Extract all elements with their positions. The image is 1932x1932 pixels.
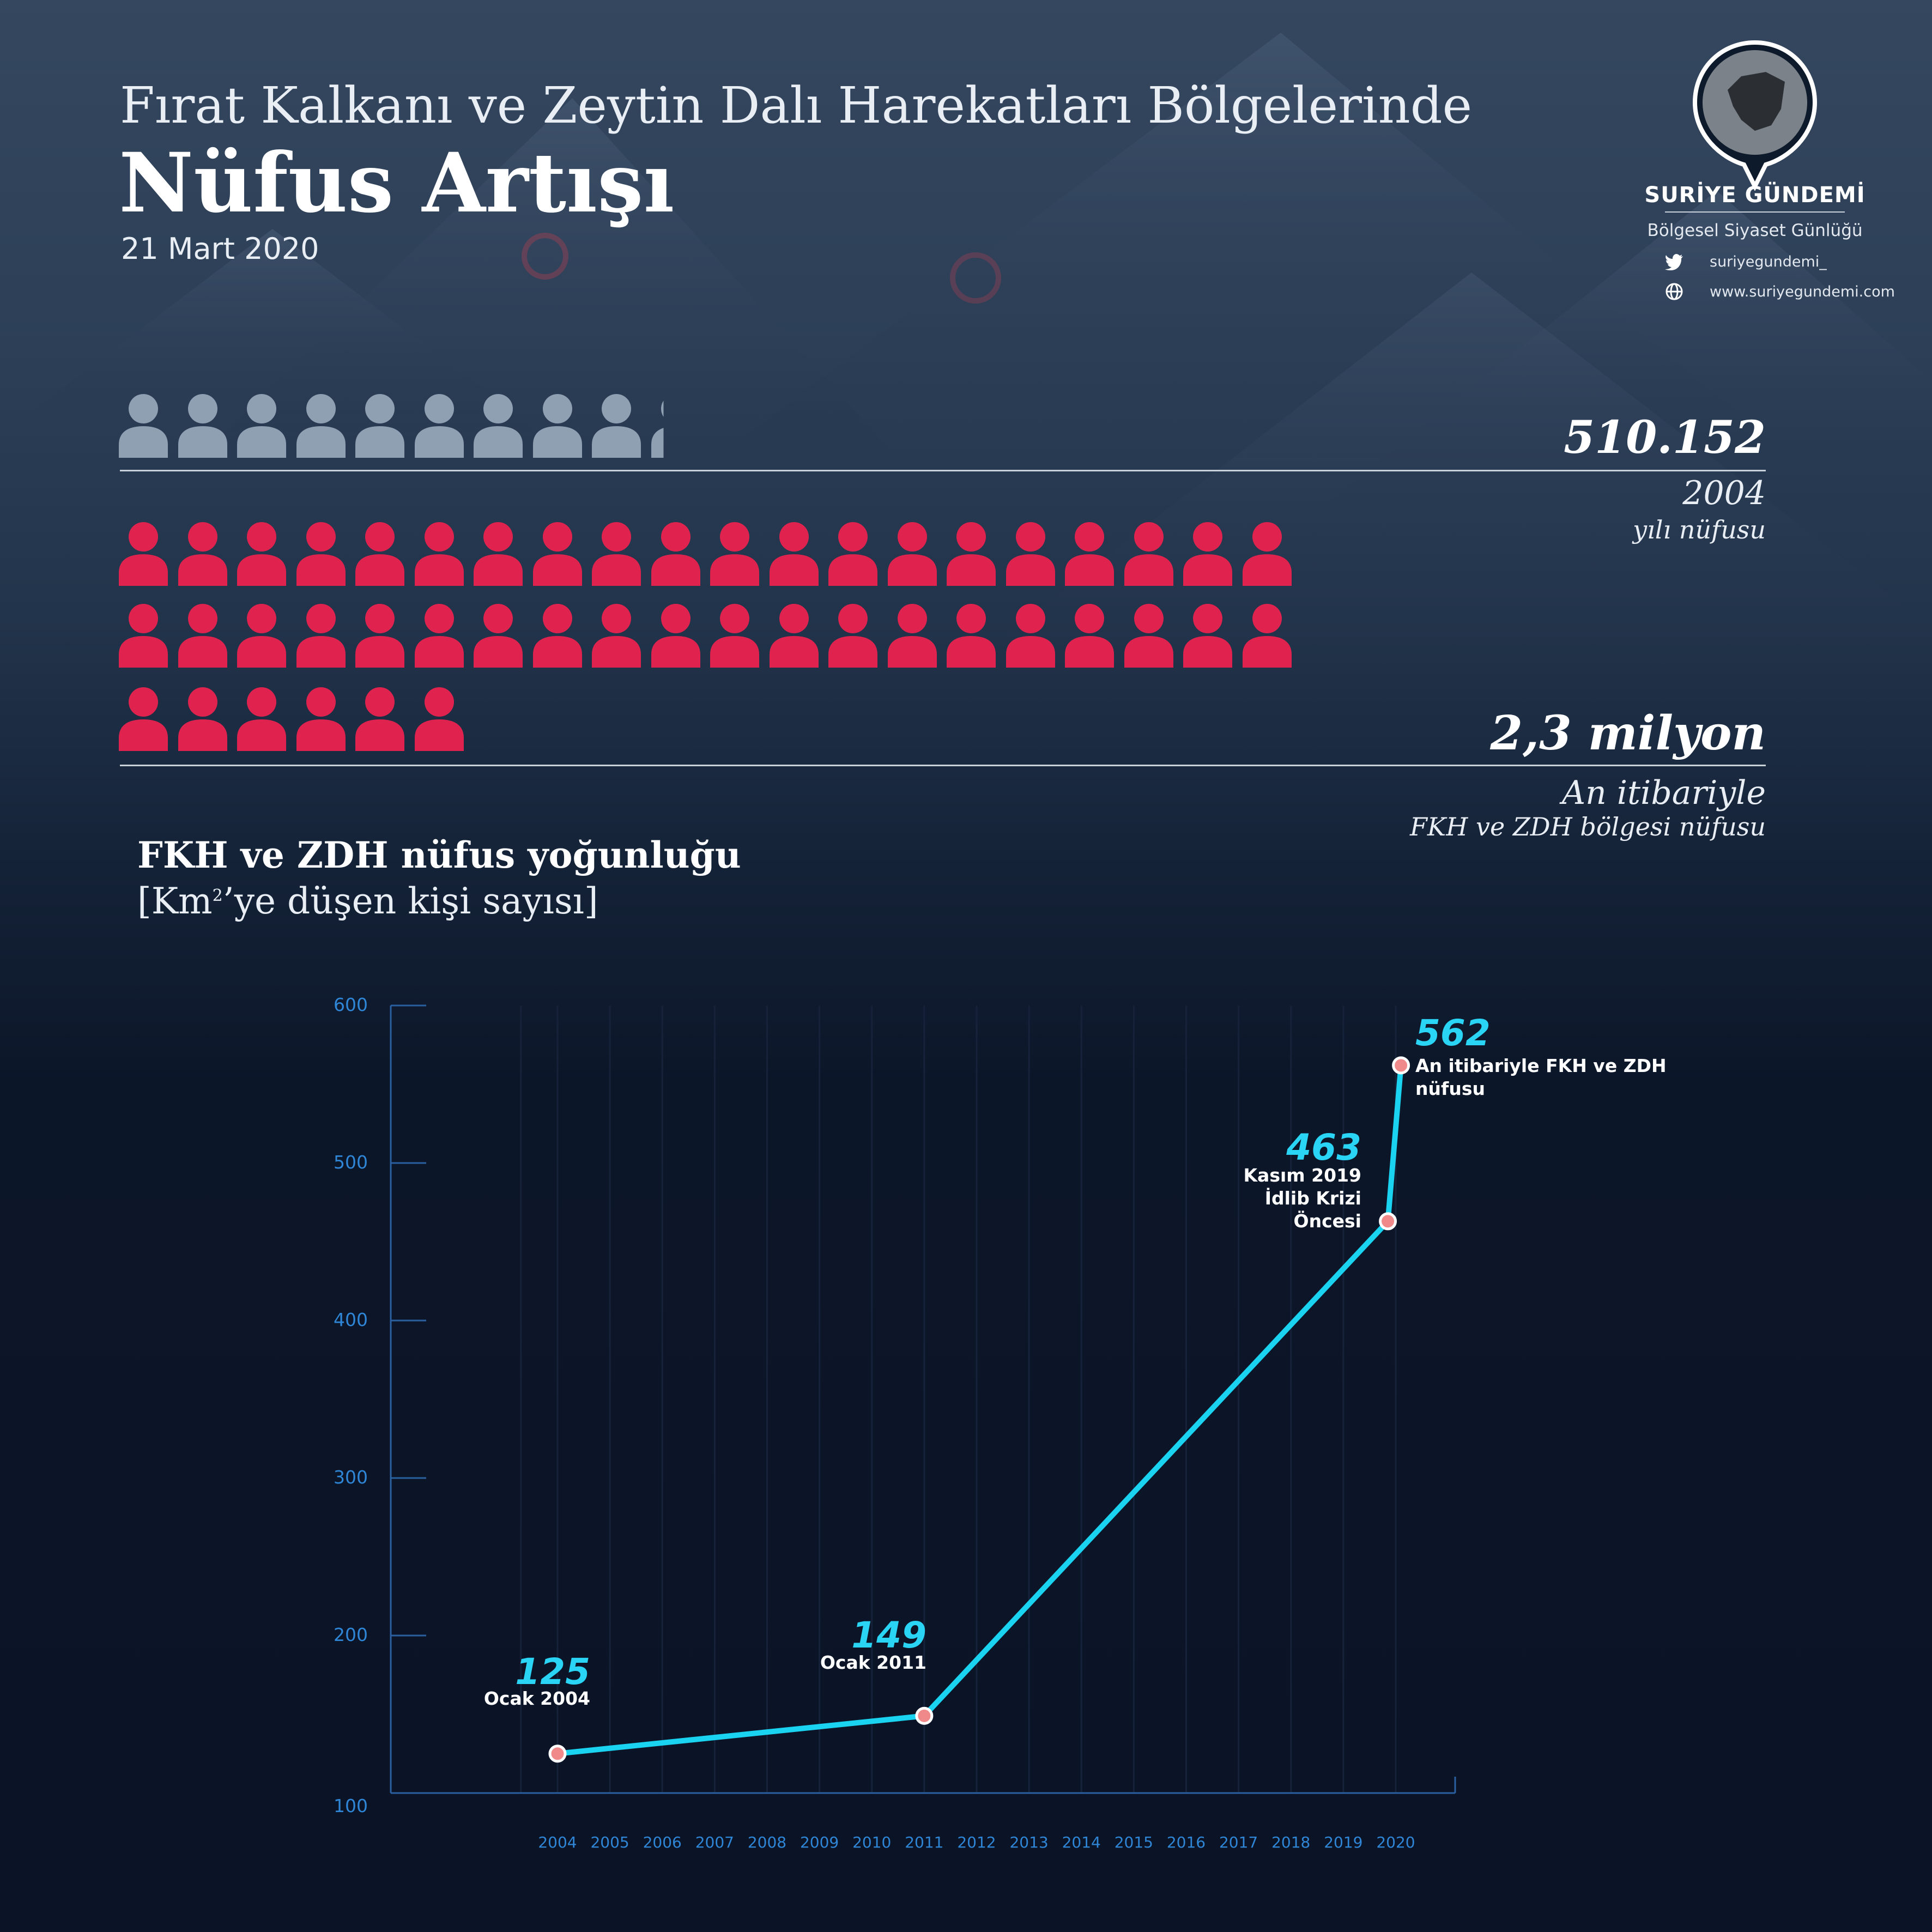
- person-icon: [1242, 602, 1302, 668]
- brand-name: SURİYE GÜNDEMİ: [1644, 183, 1866, 208]
- population-2004-caption: yılı nüfusu: [1633, 515, 1766, 544]
- person-icon: [1183, 520, 1243, 586]
- population-2004-year: 2004: [1682, 474, 1766, 512]
- person-icon: [1065, 520, 1124, 586]
- person-icon: [710, 602, 770, 668]
- divider-2004: [120, 470, 1766, 471]
- population-now-caption-2: FKH ve ZDH bölgesi nüfusu: [1409, 812, 1766, 841]
- person-icon: [296, 392, 356, 458]
- twitter-handle: suriyegundemi_: [1710, 253, 1827, 270]
- brand-tagline: Bölgesel Siyaset Günlüğü: [1647, 221, 1863, 240]
- person-icon: [178, 686, 238, 751]
- person-icon: [119, 392, 178, 458]
- website-link[interactable]: www.suriyegundemi.com: [1665, 282, 1895, 301]
- person-icon: [769, 602, 829, 668]
- people-row: [119, 602, 1301, 668]
- person-icon: [414, 392, 474, 458]
- person-icon: [769, 520, 829, 586]
- website-url: www.suriyegundemi.com: [1710, 283, 1895, 300]
- date: 21 Mart 2020: [121, 232, 319, 266]
- person-icon: [532, 602, 592, 668]
- person-icon: [178, 602, 238, 668]
- person-icon: [592, 392, 651, 458]
- chart-subtitle: [Km2’ye düşen kişi sayısı]: [137, 880, 598, 922]
- person-icon: [237, 520, 296, 586]
- person-icon: [651, 392, 711, 458]
- person-icon: [651, 520, 711, 586]
- person-icon: [1124, 602, 1184, 668]
- person-icon: [1242, 520, 1302, 586]
- person-icon: [119, 686, 178, 751]
- person-icon: [592, 520, 651, 586]
- person-icon: [828, 602, 888, 668]
- person-icon: [355, 602, 415, 668]
- people-row: [119, 520, 1301, 586]
- person-icon: [1006, 602, 1065, 668]
- person-icon: [887, 602, 947, 668]
- chart-subtitle-post: ’ye düşen kişi sayısı]: [222, 880, 598, 922]
- person-icon: [474, 392, 533, 458]
- globe-icon: [1665, 283, 1683, 300]
- person-icon: [119, 520, 178, 586]
- person-icon: [532, 392, 592, 458]
- page-title: Nüfus Artışı: [119, 135, 675, 231]
- person-icon: [178, 392, 238, 458]
- person-icon: [828, 520, 888, 586]
- tent-camp-background: [0, 33, 1932, 708]
- person-icon: [237, 686, 296, 751]
- person-icon: [414, 686, 474, 751]
- person-icon: [1183, 602, 1243, 668]
- divider-now: [120, 765, 1766, 766]
- person-icon: [414, 520, 474, 586]
- person-icon: [474, 602, 533, 668]
- person-icon: [355, 686, 415, 751]
- population-now-value: 2,3 milyon: [1490, 706, 1766, 761]
- person-icon: [532, 520, 592, 586]
- person-icon: [355, 520, 415, 586]
- population-now-caption-1: An itibariyle: [1561, 774, 1766, 812]
- chart-subtitle-pre: [Km: [137, 880, 213, 922]
- person-icon: [296, 686, 356, 751]
- person-icon: [178, 520, 238, 586]
- people-row: [119, 392, 710, 458]
- person-icon: [1006, 520, 1065, 586]
- map-pin-logo-icon: [1692, 40, 1818, 191]
- person-icon: [1124, 520, 1184, 586]
- person-icon: [947, 520, 1006, 586]
- chart-subtitle-sup: 2: [212, 886, 223, 905]
- people-row: [119, 686, 474, 751]
- chart-title: FKH ve ZDH nüfus yoğunluğu: [137, 834, 741, 876]
- person-icon: [1065, 602, 1124, 668]
- person-icon: [355, 392, 415, 458]
- person-icon: [710, 520, 770, 586]
- twitter-link[interactable]: suriyegundemi_: [1665, 253, 1827, 270]
- person-icon: [651, 602, 711, 668]
- twitter-icon: [1665, 253, 1683, 270]
- brand-divider: [1665, 211, 1845, 213]
- person-icon: [887, 520, 947, 586]
- population-2004-value: 510.152: [1564, 411, 1766, 464]
- person-icon: [296, 602, 356, 668]
- person-icon: [237, 392, 296, 458]
- person-icon: [947, 602, 1006, 668]
- person-icon: [119, 602, 178, 668]
- person-icon: [414, 602, 474, 668]
- person-icon: [592, 602, 651, 668]
- person-icon: [296, 520, 356, 586]
- person-icon: [237, 602, 296, 668]
- person-icon: [474, 520, 533, 586]
- pretitle: Fırat Kalkanı ve Zeytin Dalı Harekatları…: [120, 76, 1473, 135]
